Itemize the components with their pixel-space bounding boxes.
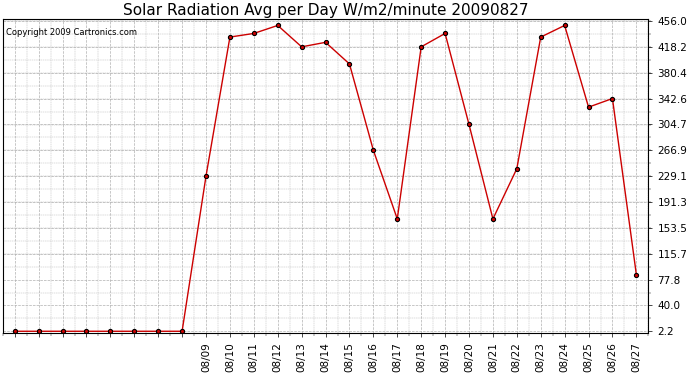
Text: Copyright 2009 Cartronics.com: Copyright 2009 Cartronics.com (6, 28, 137, 38)
Title: Solar Radiation Avg per Day W/m2/minute 20090827: Solar Radiation Avg per Day W/m2/minute … (123, 3, 529, 18)
